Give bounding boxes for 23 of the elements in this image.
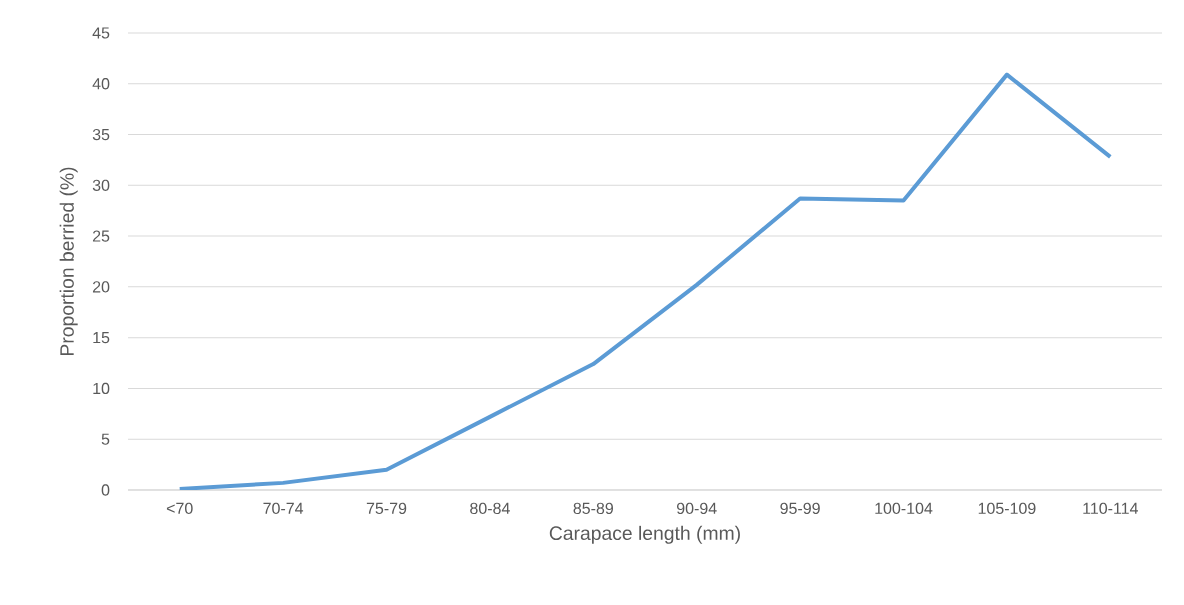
x-tick-label: 110-114 <box>1083 502 1138 515</box>
x-tick-label: 70-74 <box>263 502 304 515</box>
x-tick-label: <70 <box>166 502 193 515</box>
y-tick-label: 15 <box>93 332 110 344</box>
y-tick-label: 20 <box>92 281 110 293</box>
y-axis-title: Proportion berried (%) <box>59 167 78 355</box>
y-tick-label: 45 <box>92 27 110 39</box>
y-tick-label: 40 <box>92 78 110 90</box>
x-tick-label: 95-99 <box>780 502 820 515</box>
y-tick-label: 30 <box>92 179 110 191</box>
x-tick-label: 90-94 <box>677 502 717 515</box>
y-tick-label: 5 <box>101 433 110 445</box>
y-tick-label: 35 <box>92 128 110 141</box>
x-tick-label: 85-89 <box>573 502 613 515</box>
y-tick-label: 0 <box>101 484 110 496</box>
line-series <box>177 72 1113 490</box>
x-tick-label: 80-84 <box>470 502 510 515</box>
y-tick-label: 10 <box>93 382 110 395</box>
x-tick-label: 75-79 <box>366 502 407 515</box>
x-axis-title: Carapace length (mm) <box>549 525 740 544</box>
y-tick-label: 25 <box>92 230 110 242</box>
x-tick-label: 105-109 <box>978 502 1036 515</box>
x-tick-label: 100-104 <box>875 502 933 515</box>
